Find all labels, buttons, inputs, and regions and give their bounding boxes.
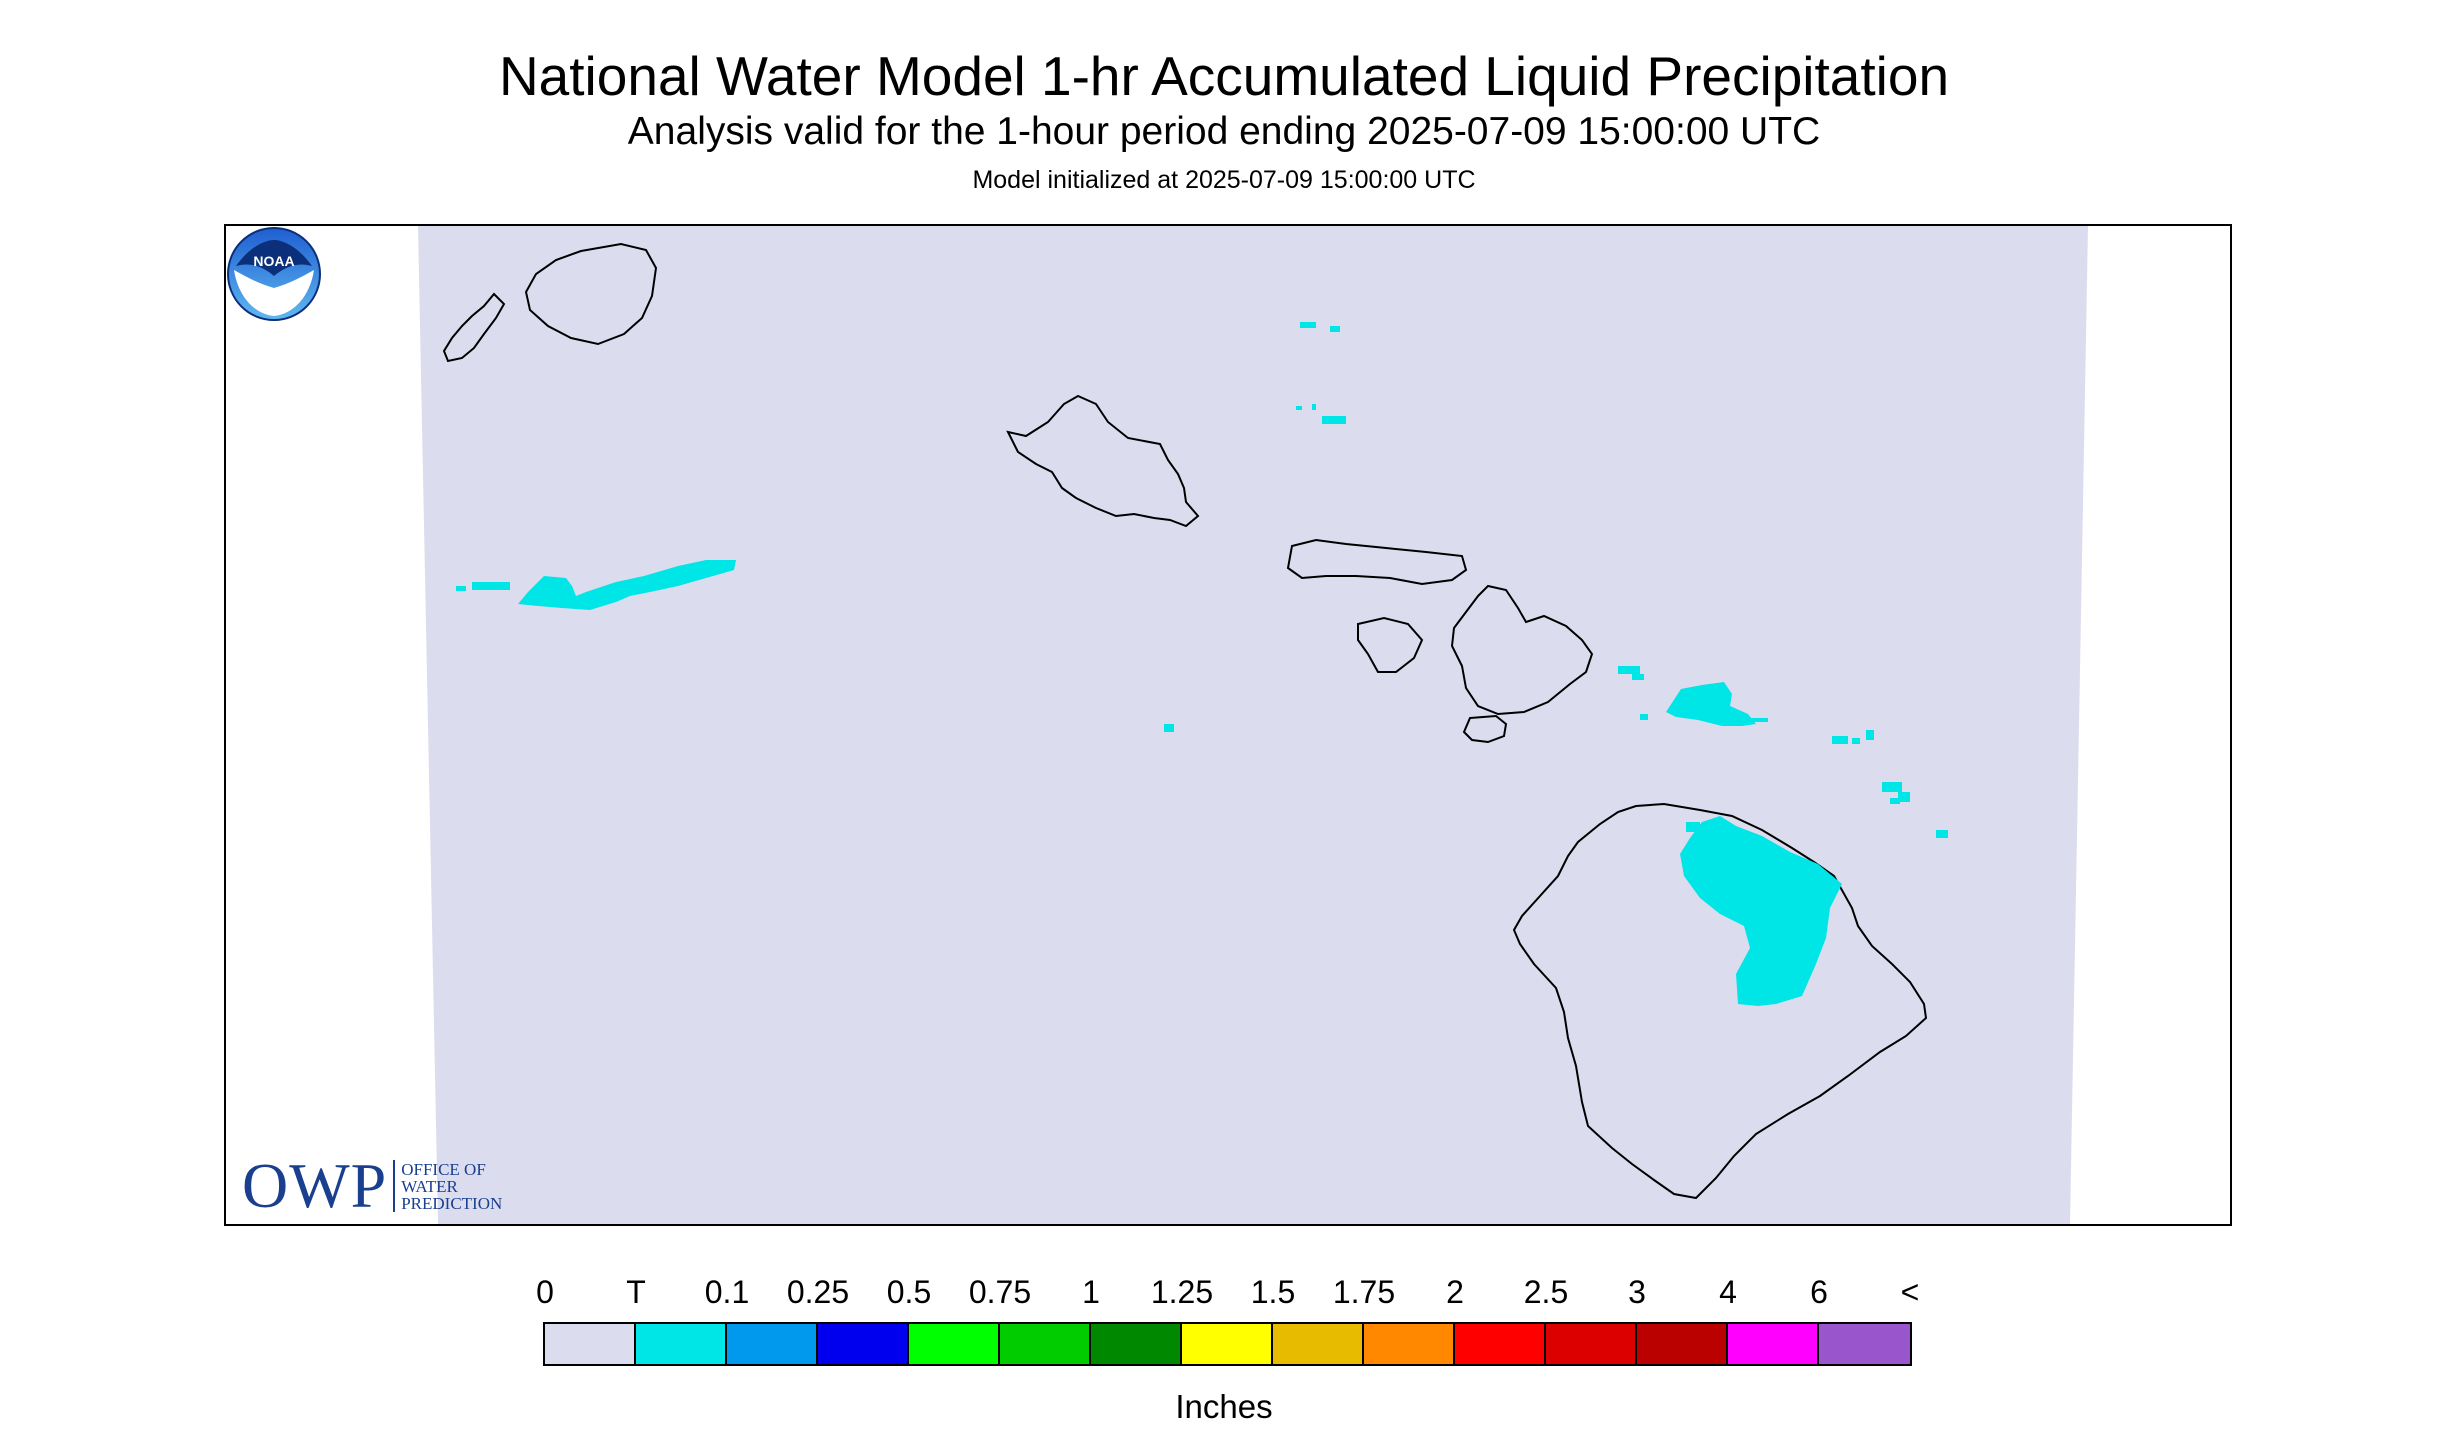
legend-swatch xyxy=(1546,1324,1637,1364)
owp-line-2: WATER xyxy=(401,1176,458,1196)
map-title: National Water Model 1-hr Accumulated Li… xyxy=(498,45,1950,107)
owp-line-3: PREDICTION xyxy=(401,1193,503,1213)
owp-logo-subtext: OFFICE OF WATER PREDICTION xyxy=(401,1161,502,1212)
legend-swatch xyxy=(1091,1324,1182,1364)
legend-tick: 1.5 xyxy=(1250,1274,1296,1310)
legend-swatch xyxy=(909,1324,1000,1364)
color-legend: 0 T 0.1 0.25 0.5 0.75 1 1.25 1.5 1.75 2 2.5 3 4 6 < Inc… xyxy=(0,1260,2448,1425)
legend-tick: 2 xyxy=(1446,1274,1464,1310)
legend-swatch xyxy=(1000,1324,1091,1364)
legend-tick: 0.5 xyxy=(886,1274,932,1310)
legend-swatch xyxy=(1819,1324,1910,1364)
model-init-line: Model initialized at 2025-07-09 15:00:00… xyxy=(972,166,1476,194)
legend-units: Inches xyxy=(1175,1388,1273,1425)
legend-tick: < xyxy=(1900,1274,1920,1310)
precip-cell xyxy=(518,560,736,610)
legend-swatch xyxy=(818,1324,909,1364)
island-niihau xyxy=(442,292,506,363)
legend-tick: 0 xyxy=(536,1274,554,1310)
island-lanai xyxy=(1357,616,1424,673)
legend-tick: 0.75 xyxy=(968,1274,1032,1310)
legend-swatch xyxy=(1182,1324,1273,1364)
legend-tick: 2.5 xyxy=(1523,1274,1569,1310)
legend-swatch xyxy=(1455,1324,1546,1364)
noaa-logo: NOAA xyxy=(227,227,321,321)
map-panel: OWP OFFICE OF WATER PREDICTION NOAA xyxy=(224,224,2232,1226)
legend-swatch xyxy=(636,1324,727,1364)
island-maui xyxy=(1450,584,1594,716)
model-domain xyxy=(418,226,2088,1224)
island-kauai xyxy=(524,242,658,346)
owp-logo-text: OWP xyxy=(242,1150,388,1221)
island-kahoolawe xyxy=(1462,714,1508,744)
legend-tick: 1.25 xyxy=(1150,1274,1214,1310)
owp-line-1: OFFICE OF xyxy=(401,1159,486,1179)
legend-tick: 3 xyxy=(1628,1274,1646,1310)
island-molokai xyxy=(1286,538,1468,586)
legend-tick: 1 xyxy=(1082,1274,1100,1310)
legend-tick: 0.1 xyxy=(704,1274,750,1310)
precip-cell xyxy=(1680,816,1842,1006)
island-hawaii xyxy=(1512,802,1928,1200)
legend-tick: 1.75 xyxy=(1332,1274,1396,1310)
map-subtitle: Analysis valid for the 1-hour period end… xyxy=(627,110,1821,153)
precip-areas xyxy=(456,322,1948,1006)
legend-swatch xyxy=(1364,1324,1455,1364)
legend-tick: 4 xyxy=(1719,1274,1737,1310)
legend-swatch xyxy=(727,1324,818,1364)
legend-swatch xyxy=(545,1324,636,1364)
legend-colorbar xyxy=(543,1322,1912,1366)
map-canvas xyxy=(418,226,2088,1224)
legend-swatch xyxy=(1728,1324,1819,1364)
precip-cell xyxy=(1666,682,1756,726)
island-oahu xyxy=(1006,394,1200,528)
legend-tick: 0.25 xyxy=(786,1274,850,1310)
owp-logo: OWP OFFICE OF WATER PREDICTION xyxy=(242,1150,502,1221)
legend-swatch xyxy=(1273,1324,1364,1364)
noaa-logo-text: NOAA xyxy=(253,253,294,269)
legend-tick: T xyxy=(626,1274,646,1310)
legend-swatch xyxy=(1637,1324,1728,1364)
owp-logo-divider xyxy=(393,1160,396,1212)
legend-tick: 6 xyxy=(1810,1274,1828,1310)
